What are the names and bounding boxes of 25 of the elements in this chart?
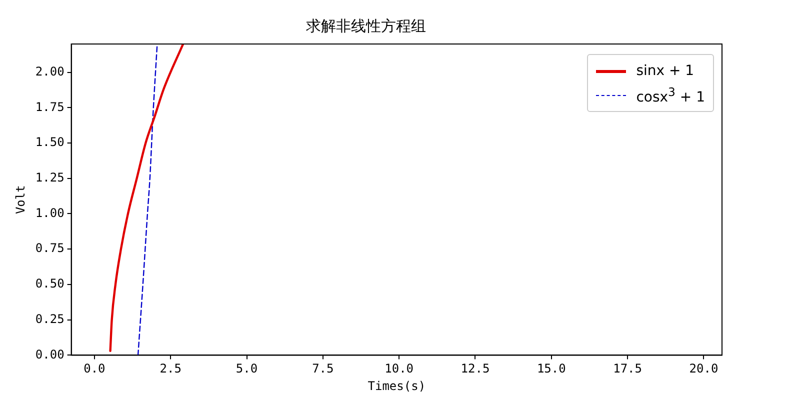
x-axis-title: Times(s) xyxy=(368,378,426,393)
y-tick-label: 0.50 xyxy=(35,276,64,291)
line-series xyxy=(137,44,158,356)
y-tick-label: 1.50 xyxy=(35,135,64,150)
y-tick-label: 1.75 xyxy=(35,100,64,114)
legend-label: sinx + 1 xyxy=(636,63,694,79)
y-tick-label: 2.00 xyxy=(35,64,64,78)
x-tick-label: 20.0 xyxy=(689,362,718,376)
line-series xyxy=(109,44,184,352)
x-tick-label: 2.5 xyxy=(160,362,182,376)
x-tick-label: 10.0 xyxy=(384,362,414,376)
y-tick-label: 1.00 xyxy=(35,206,64,220)
x-tick-label: 5.0 xyxy=(236,362,258,376)
y-tick-label: 0.00 xyxy=(35,347,64,362)
y-tick-label: 0.25 xyxy=(35,312,64,326)
y-tick-label: 1.25 xyxy=(35,170,64,185)
x-tick-label: 0.0 xyxy=(84,362,106,376)
x-tick-label: 15.0 xyxy=(536,362,566,376)
legend-label: cosx$^{3}$ + 1 xyxy=(636,84,705,106)
chart-title: 求解非线性方程组 xyxy=(306,16,426,35)
y-axis-title: Volt xyxy=(13,185,28,214)
x-tick-label: 17.5 xyxy=(613,362,642,376)
y-tick-label: 0.75 xyxy=(35,241,64,256)
x-tick-label: 12.5 xyxy=(460,362,490,376)
x-tick-label: 7.5 xyxy=(312,362,334,376)
